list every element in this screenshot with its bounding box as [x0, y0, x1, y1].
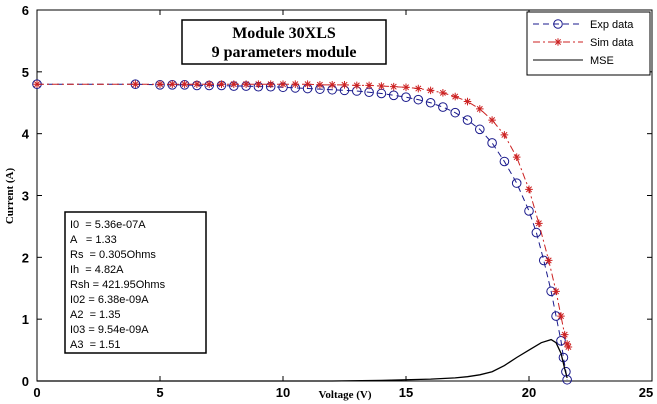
sim-data-point	[557, 312, 565, 320]
exp-data-point	[475, 124, 485, 135]
parameter-line: A3 = 1.51	[70, 339, 120, 351]
sim-data-point	[266, 80, 275, 88]
exp-data-point	[425, 97, 436, 108]
exp-data-point	[531, 227, 542, 238]
sim-data-point	[426, 86, 435, 95]
exp-data-point	[413, 94, 424, 105]
y-tick-label: 5	[22, 65, 29, 80]
parameter-line: Ih = 4.82A	[70, 264, 124, 276]
x-tick-label: 0	[33, 385, 40, 400]
y-tick-label: 4	[22, 127, 30, 142]
y-tick-label: 2	[22, 250, 29, 265]
exp-data-point	[462, 115, 473, 125]
legend: Exp data Sim data MSE	[526, 11, 651, 76]
sim-data-point	[33, 80, 41, 88]
exp-data-point	[401, 92, 411, 102]
legend-items: Exp data Sim data MSE	[533, 19, 634, 67]
sim-data-point	[463, 97, 472, 106]
sim-data-point	[340, 81, 349, 89]
sim-data-point	[168, 80, 177, 88]
parameter-line: I0 = 5.36e-07A	[70, 219, 146, 231]
sim-data-point	[242, 80, 250, 88]
parameter-line: A2 = 1.35	[70, 309, 120, 321]
x-tick-label: 15	[399, 385, 413, 400]
exp-data-point	[438, 102, 448, 112]
sim-data-point	[560, 330, 569, 339]
x-tick-label: 20	[522, 385, 536, 400]
sim-data-point	[476, 105, 484, 113]
sim-data-point	[512, 153, 521, 161]
y-tick-label: 3	[22, 189, 29, 204]
parameter-line: I02 = 6.38e-09A	[70, 294, 149, 306]
sim-data-point	[544, 256, 553, 265]
sim-data-point	[316, 81, 324, 89]
chart-subtitle: 9 parameters module	[212, 44, 357, 61]
sim-data-point	[291, 80, 300, 88]
sim-data-point	[205, 80, 213, 88]
sim-data-point	[254, 80, 263, 88]
series-layer	[32, 79, 573, 385]
sim-data-point	[156, 80, 164, 88]
sim-data-point	[328, 81, 336, 89]
x-tick-label: 25	[639, 385, 653, 400]
series-line-1	[37, 83, 569, 348]
parameter-lines: I0 = 5.36e-07A A = 1.33 Rs = 0.305Ohms Ih =…	[70, 219, 166, 351]
exp-data-point	[511, 178, 522, 188]
exp-data-point	[556, 336, 566, 346]
x-tick-label: 5	[156, 385, 163, 400]
sim-data-point	[488, 116, 496, 124]
parameter-box: I0 = 5.36e-07A A = 1.33 Rs = 0.305Ohms Ih =…	[64, 211, 207, 354]
parameter-line: A = 1.33	[70, 234, 117, 246]
sim-data-point	[193, 80, 201, 88]
legend-box	[526, 11, 651, 76]
parameter-line: I03 = 9.54e-09A	[70, 324, 149, 336]
sim-data-point	[365, 81, 373, 90]
sim-data-point	[389, 82, 398, 91]
sim-data-point	[414, 84, 423, 93]
sim-data-point	[279, 80, 287, 88]
sim-data-point	[500, 131, 509, 139]
sim-data-point	[131, 80, 140, 88]
exp-data-point	[487, 138, 497, 148]
y-tick-label: 0	[22, 374, 29, 389]
legend-label: Exp data	[590, 19, 634, 31]
parameter-line: Rsh = 421.95Ohms	[70, 279, 166, 291]
sim-data-point	[563, 340, 571, 348]
legend-marker-star	[554, 38, 562, 46]
sim-data-point	[535, 219, 543, 228]
axis-ticks: 0 5 10 15 20 25 0 1 2 3 4 5 6	[22, 3, 653, 400]
sim-data-point	[552, 287, 560, 296]
y-tick-label: 1	[22, 312, 29, 327]
sim-data-point	[564, 343, 573, 351]
y-axis-label: Current (A)	[4, 168, 16, 225]
sim-data-point	[217, 80, 226, 88]
sim-data-point	[303, 80, 312, 88]
sim-data-point	[525, 185, 533, 194]
chart-title: Module 30XLS	[232, 25, 336, 42]
parameter-box-frame	[64, 211, 207, 354]
exp-data-point	[499, 156, 510, 167]
legend-marker-circle	[553, 19, 563, 29]
x-axis-label: Voltage (V)	[318, 389, 371, 401]
title-box	[181, 19, 387, 65]
sim-data-point	[451, 92, 459, 101]
legend-label: MSE	[590, 55, 614, 67]
exp-data-point	[450, 107, 461, 118]
parameter-line: Rs = 0.305Ohms	[70, 249, 156, 261]
y-tick-label: 6	[22, 3, 29, 18]
exp-data-point	[388, 90, 399, 101]
x-tick-label: 10	[276, 385, 290, 400]
sim-data-point	[180, 80, 189, 88]
sim-data-point	[402, 83, 410, 92]
sim-data-point	[230, 80, 238, 88]
sim-data-point	[353, 81, 361, 90]
legend-label: Sim data	[590, 37, 634, 49]
exp-data-point	[524, 206, 534, 216]
series-line-2	[37, 338, 568, 382]
sim-data-point	[439, 89, 447, 97]
sim-data-point	[377, 82, 386, 90]
